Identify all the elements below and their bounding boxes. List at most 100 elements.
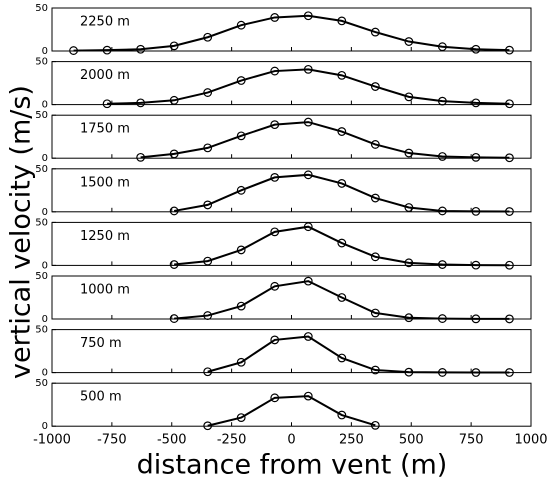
- data-point: [370, 420, 380, 430]
- data-point: [404, 258, 414, 268]
- data-point: [337, 179, 347, 188]
- data-point: [337, 70, 347, 80]
- y-tick-label: 50: [35, 271, 48, 282]
- data-point: [136, 152, 146, 162]
- data-point: [437, 368, 447, 377]
- data-point: [370, 82, 380, 91]
- data-point: [169, 41, 179, 51]
- data-point: [102, 99, 112, 109]
- data-point: [169, 149, 179, 159]
- data-point: [370, 193, 380, 203]
- data-point: [169, 95, 179, 105]
- data-line: [173, 173, 510, 213]
- data-point: [370, 252, 380, 262]
- data-point: [505, 207, 514, 216]
- data-point: [370, 27, 380, 37]
- y-tick-label: 50: [35, 3, 48, 14]
- data-point: [236, 185, 246, 195]
- data-point: [270, 227, 280, 237]
- data-point: [505, 45, 514, 55]
- data-point: [437, 260, 447, 269]
- data-point: [505, 368, 514, 377]
- data-point: [169, 206, 179, 216]
- data-point: [303, 170, 313, 180]
- x-tick-label: 250: [339, 433, 364, 448]
- data-point: [203, 32, 213, 42]
- data-point: [270, 393, 280, 403]
- y-tick-label: 50: [35, 325, 48, 336]
- data-line: [107, 68, 510, 105]
- data-point: [471, 44, 481, 54]
- panel-label: 1500 m: [80, 175, 130, 190]
- y-tick-label: 50: [35, 217, 48, 228]
- data-point: [303, 64, 313, 74]
- x-tick-label: 0: [287, 433, 295, 448]
- data-point: [471, 98, 481, 108]
- data-point: [370, 140, 380, 149]
- data-point: [505, 260, 514, 270]
- data-point: [203, 311, 213, 320]
- data-point: [270, 281, 280, 291]
- panel-label: 2250 m: [80, 15, 130, 30]
- panel-label: 1250 m: [80, 229, 130, 244]
- data-point: [203, 421, 213, 431]
- y-tick-label: 50: [35, 164, 48, 175]
- x-tick-label: -1000: [33, 433, 71, 448]
- data-point: [169, 260, 179, 269]
- panel-label: 750 m: [80, 336, 122, 351]
- data-point: [505, 99, 514, 109]
- x-tick-label: -250: [217, 433, 247, 448]
- data-point: [236, 301, 246, 311]
- data-point: [102, 45, 112, 55]
- data-point: [337, 293, 347, 302]
- panel-label: 1750 m: [80, 122, 130, 137]
- data-line: [174, 225, 510, 267]
- data-point: [437, 152, 447, 161]
- data-point: [203, 88, 213, 97]
- y-tick-label: 0: [42, 100, 48, 111]
- data-point: [270, 13, 280, 22]
- data-point: [136, 44, 146, 54]
- data-line: [140, 121, 510, 159]
- data-point: [404, 148, 414, 158]
- data-point: [236, 357, 246, 367]
- data-line: [73, 14, 510, 52]
- data-point: [270, 172, 280, 182]
- data-point: [505, 314, 514, 324]
- data-point: [236, 20, 246, 30]
- y-tick-label: 0: [42, 314, 48, 325]
- data-line: [174, 280, 510, 320]
- panel-label: 1000 m: [80, 283, 130, 298]
- data-point: [69, 46, 78, 55]
- y-tick-label: 0: [42, 260, 48, 271]
- data-point: [437, 96, 447, 106]
- data-point: [471, 368, 481, 377]
- data-point: [471, 260, 481, 270]
- data-point: [303, 276, 313, 286]
- data-point: [404, 92, 414, 102]
- data-point: [203, 367, 213, 377]
- data-point: [337, 16, 347, 26]
- data-point: [203, 200, 213, 210]
- panel-frame: [51, 382, 532, 427]
- data-point: [169, 314, 179, 323]
- data-point: [337, 353, 347, 363]
- data-point: [303, 332, 313, 341]
- y-tick-label: 50: [35, 57, 48, 68]
- data-point: [471, 314, 481, 324]
- data-line: [207, 335, 510, 374]
- x-tick-label: 1000: [514, 433, 547, 448]
- y-tick-label: 0: [42, 421, 48, 432]
- data-point: [303, 117, 313, 127]
- data-line: [207, 395, 376, 427]
- data-point: [404, 313, 414, 323]
- data-point: [370, 365, 380, 375]
- panel-frame: [51, 329, 532, 374]
- data-point: [337, 238, 347, 248]
- x-tick-label: -500: [157, 433, 187, 448]
- data-point: [303, 11, 313, 21]
- y-tick-label: 0: [42, 368, 48, 379]
- data-point: [437, 42, 447, 52]
